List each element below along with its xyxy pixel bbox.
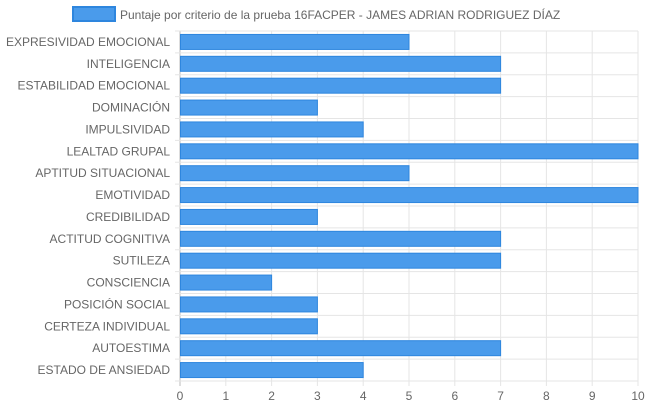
legend-label: Puntaje por criterio de la prueba 16FACP… xyxy=(120,7,560,22)
chart-legend[interactable]: Puntaje por criterio de la prueba 16FACP… xyxy=(72,6,560,22)
tick-label: 0 xyxy=(177,389,184,403)
category-label: ESTADO DE ANSIEDAD xyxy=(38,363,171,377)
bar[interactable] xyxy=(180,165,410,182)
category-label: CONSCIENCIA xyxy=(87,276,170,290)
tick-label: 9 xyxy=(589,389,596,403)
category-label: CREDIBILIDAD xyxy=(86,210,170,224)
category-label: SUTILEZA xyxy=(113,254,170,268)
category-label: EXPRESIVIDAD EMOCIONAL xyxy=(6,35,170,49)
legend-swatch xyxy=(72,6,116,22)
bar[interactable] xyxy=(180,252,502,269)
tick-label: 1 xyxy=(222,389,229,403)
category-label: LEALTAD GRUPAL xyxy=(67,144,171,158)
bar[interactable] xyxy=(180,230,502,247)
tick-label: 4 xyxy=(360,389,367,403)
bar[interactable] xyxy=(180,99,318,116)
bar[interactable] xyxy=(180,55,502,72)
category-label: ESTABILIDAD EMOCIONAL xyxy=(18,79,171,93)
category-label: EMOTIVIDAD xyxy=(95,188,170,202)
tick-label: 7 xyxy=(497,389,504,403)
category-label: AUTOESTIMA xyxy=(92,341,170,355)
bar[interactable] xyxy=(180,318,318,335)
value-axis-tick-labels: 0 1 2 3 4 5 6 7 8 9 10 xyxy=(177,389,645,403)
category-label: DOMINACIÓN xyxy=(92,100,170,115)
tick-label: 3 xyxy=(314,389,321,403)
tick-label: 5 xyxy=(406,389,413,403)
category-axis-labels: EXPRESIVIDAD EMOCIONAL INTELIGENCIA ESTABI… xyxy=(6,35,170,377)
bar[interactable] xyxy=(180,121,364,138)
bar[interactable] xyxy=(180,362,364,379)
bar[interactable] xyxy=(180,77,502,94)
category-label: CERTEZA INDIVIDUAL xyxy=(44,319,170,333)
category-label: INTELIGENCIA xyxy=(87,57,170,71)
category-label: IMPULSIVIDAD xyxy=(85,122,170,136)
category-label: APTITUD SITUACIONAL xyxy=(35,166,170,180)
category-label: POSICIÓN SOCIAL xyxy=(64,296,170,311)
bar[interactable] xyxy=(180,33,410,50)
bar[interactable] xyxy=(180,208,318,225)
tick-label: 8 xyxy=(543,389,550,403)
tick-label: 6 xyxy=(451,389,458,403)
bar[interactable] xyxy=(180,274,273,291)
bar[interactable] xyxy=(180,296,318,313)
bar[interactable] xyxy=(180,340,502,357)
tick-label: 2 xyxy=(268,389,275,403)
bars xyxy=(180,33,639,379)
tick-label: 10 xyxy=(631,389,645,403)
category-label: ACTITUD COGNITIVA xyxy=(50,232,170,246)
bar[interactable] xyxy=(180,143,639,160)
bar[interactable] xyxy=(180,187,639,204)
